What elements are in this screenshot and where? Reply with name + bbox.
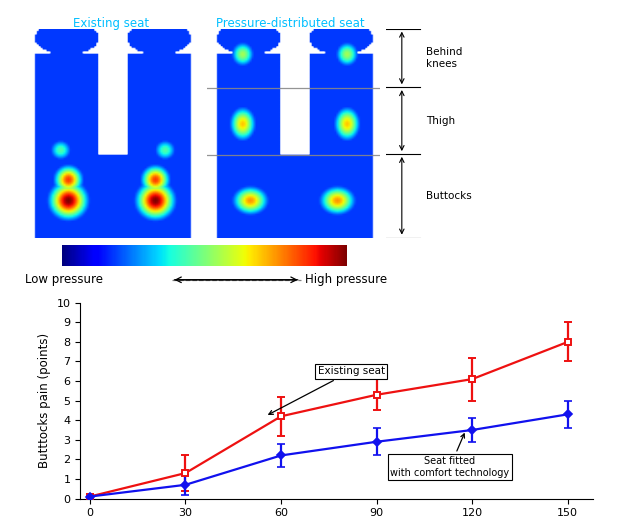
Y-axis label: Butttocks pain (points): Butttocks pain (points) [38, 333, 51, 468]
Text: Seat fitted
with comfort technology: Seat fitted with comfort technology [391, 434, 509, 478]
Text: Buttocks: Buttocks [426, 191, 472, 201]
Text: Low pressure: Low pressure [25, 274, 103, 286]
Text: Thigh: Thigh [426, 115, 455, 126]
Text: Existing seat: Existing seat [269, 366, 385, 414]
Text: Existing seat: Existing seat [73, 17, 150, 30]
Text: Pressure-distributed seat: Pressure-distributed seat [216, 17, 365, 30]
Text: High pressure: High pressure [305, 274, 387, 286]
Text: Behind
knees: Behind knees [426, 47, 463, 69]
